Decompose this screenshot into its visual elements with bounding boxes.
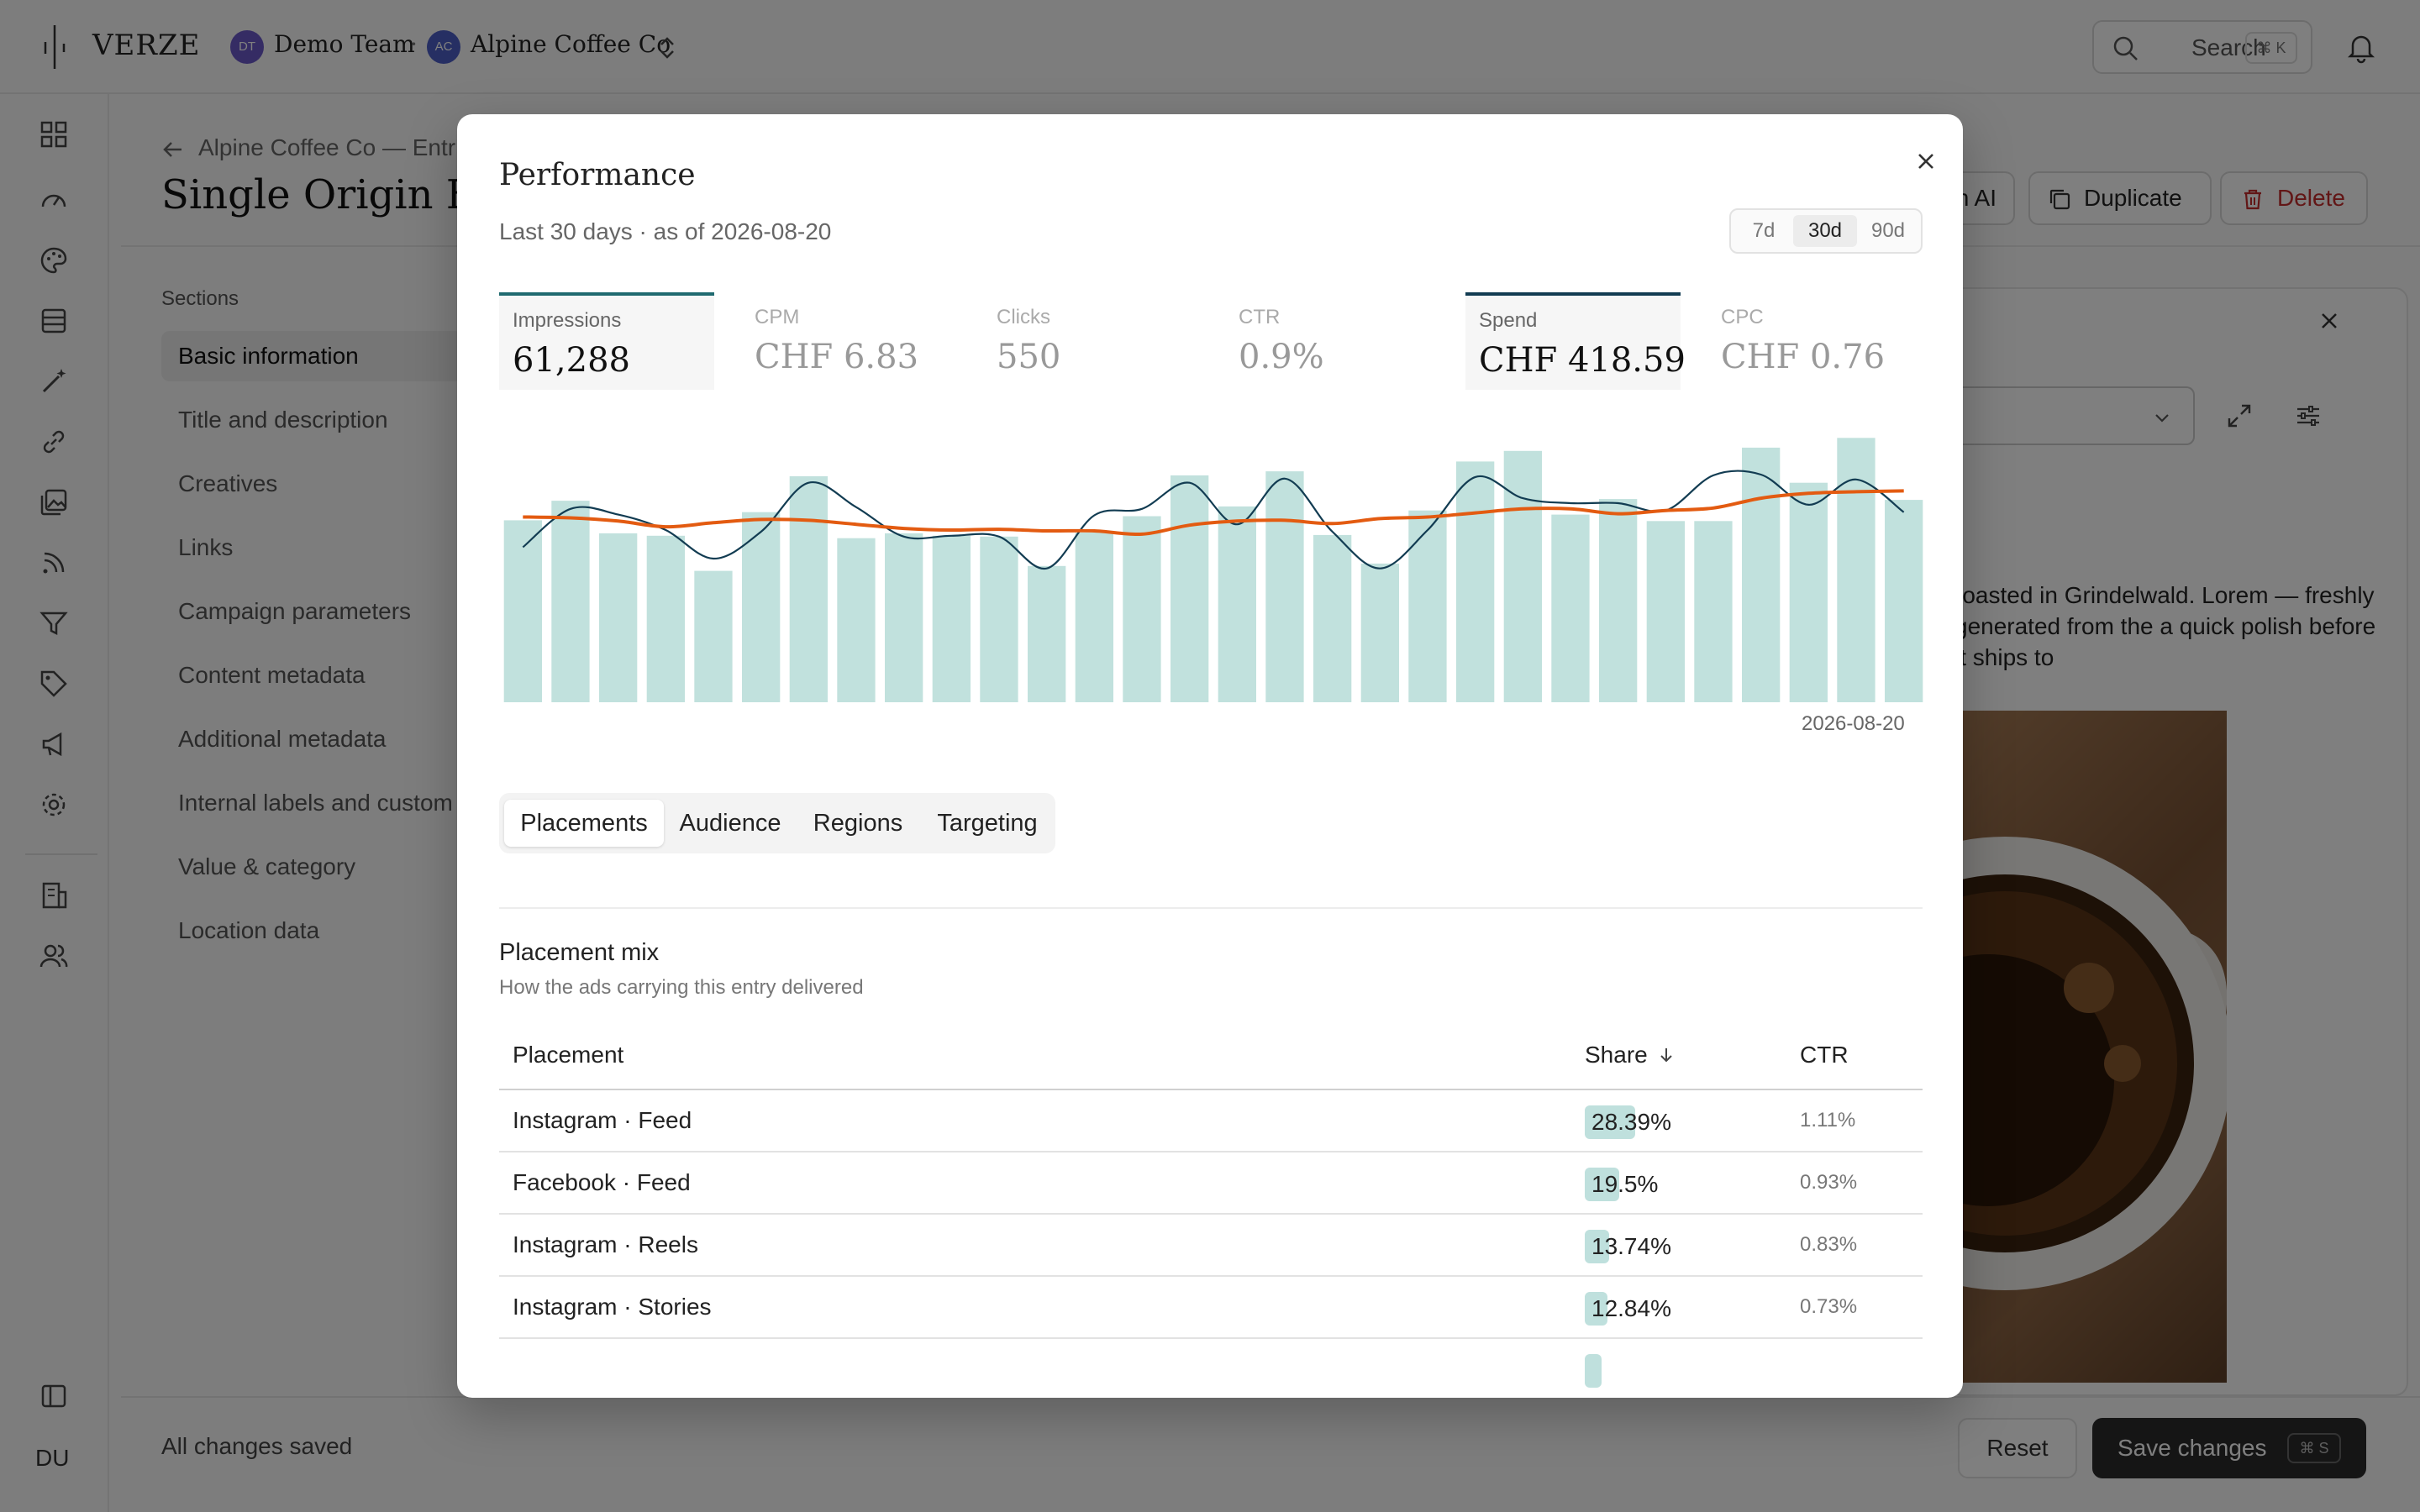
performance-chart: [503, 438, 1923, 702]
chart-bar: [1265, 471, 1304, 702]
chart-bar: [1028, 565, 1066, 702]
kpi-value: CHF 0.76: [1721, 338, 1886, 376]
share-value: 28.39%: [1591, 1109, 1671, 1135]
chart-bar: [1646, 521, 1685, 702]
ctr-value: 0.93%: [1800, 1171, 1858, 1194]
modal-title: Performance: [499, 158, 696, 192]
placement-name: Instagram · Reels: [513, 1231, 698, 1257]
placement-mix-title: Placement mix: [499, 939, 660, 966]
chart-bar: [646, 535, 685, 702]
kpi-ctr[interactable]: CTR 0.9%: [1225, 292, 1440, 390]
chart-bar: [1456, 461, 1495, 702]
table-row[interactable]: Instagram · Stories 12.84% 0.73%: [499, 1275, 1923, 1337]
modal-subtitle: Last 30 days · as of 2026-08-20: [499, 218, 832, 244]
arrow-down-icon: [1660, 1048, 1672, 1063]
share-bar: [1585, 1105, 1635, 1139]
share-cell: 13.74%: [1585, 1230, 1671, 1263]
placement-name: Facebook · Feed: [513, 1169, 691, 1195]
table-row[interactable]: Facebook · Feed 19.5% 0.93%: [499, 1151, 1923, 1213]
share-bar: [1585, 1354, 1602, 1388]
kpi-value: CHF 6.83: [755, 338, 919, 376]
range-selector: 7d 30d 90d: [1729, 208, 1923, 254]
column-header-share[interactable]: Share: [1585, 1042, 1675, 1068]
chart-bar: [742, 512, 781, 702]
kpi-label: Impressions: [513, 309, 622, 332]
tab-audience[interactable]: Audience: [679, 810, 781, 837]
share-cell: 19.5%: [1585, 1168, 1658, 1201]
table-row: [499, 1337, 1923, 1398]
chart-bar: [1837, 438, 1876, 702]
chart-bar: [1789, 482, 1828, 702]
share-cell: 12.84%: [1585, 1292, 1671, 1326]
range-30d[interactable]: 30d: [1793, 215, 1857, 247]
share-value: 13.74%: [1591, 1233, 1671, 1259]
share-bar: [1585, 1230, 1609, 1263]
close-icon[interactable]: [1909, 144, 1943, 178]
share-value: 12.84%: [1591, 1295, 1671, 1321]
kpi-value: 0.9%: [1239, 338, 1324, 376]
share-bar: [1585, 1292, 1607, 1326]
share-bar: [1585, 1168, 1619, 1201]
chart-bar: [503, 520, 542, 702]
range-90d[interactable]: 90d: [1870, 219, 1906, 242]
range-7d[interactable]: 7d: [1752, 219, 1776, 242]
chart-bar: [1551, 514, 1590, 702]
chart-bar: [1742, 447, 1781, 702]
placement-name: Instagram · Stories: [513, 1294, 712, 1320]
ctr-value: 0.83%: [1800, 1233, 1858, 1256]
placement-mix-subtitle: How the ads carrying this entry delivere…: [499, 976, 864, 999]
chart-bar: [837, 538, 876, 702]
chart-bar: [1075, 532, 1113, 702]
breakdown-tabs: Placements Audience Regions Targeting: [499, 793, 1055, 853]
table-row[interactable]: Instagram · Feed 28.39% 1.11%: [499, 1089, 1923, 1151]
chart-bar: [599, 533, 638, 702]
chart-bar: [932, 535, 971, 702]
chart-end-date: 2026-08-20: [1802, 712, 1905, 735]
kpi-value: CHF 418.59: [1479, 341, 1686, 380]
chart-bar: [789, 475, 828, 702]
kpi-cpc[interactable]: CPC CHF 0.76: [1707, 292, 1923, 390]
kpi-clicks[interactable]: Clicks 550: [983, 292, 1198, 390]
tab-placements[interactable]: Placements: [504, 800, 664, 847]
kpi-label: CPC: [1721, 306, 1764, 328]
table-row[interactable]: Instagram · Reels 13.74% 0.83%: [499, 1213, 1923, 1275]
chart-bar: [1599, 499, 1638, 702]
trend-line: [523, 489, 1904, 537]
kpi-label: CTR: [1239, 306, 1281, 328]
chart-bar: [694, 570, 733, 702]
chart-bar: [1171, 475, 1209, 702]
kpi-label: Clicks: [997, 306, 1050, 328]
chart-bar: [1313, 534, 1352, 702]
kpi-spend[interactable]: Spend CHF 418.59: [1465, 292, 1686, 390]
share-cell: 28.39%: [1585, 1105, 1671, 1139]
kpi-value: 61,288: [513, 341, 630, 380]
chart-bar: [1360, 563, 1399, 702]
performance-modal: Performance Last 30 days · as of 2026-08…: [457, 114, 1963, 1398]
tab-regions[interactable]: Regions: [813, 810, 903, 837]
kpi-cpm[interactable]: CPM CHF 6.83: [741, 292, 956, 390]
column-header-ctr[interactable]: CTR: [1800, 1042, 1849, 1068]
column-header-placement[interactable]: Placement: [513, 1042, 624, 1068]
chart-bar: [1408, 510, 1447, 702]
ctr-value: 0.73%: [1800, 1295, 1858, 1318]
ctr-value: 1.11%: [1800, 1109, 1856, 1131]
kpi-label: CPM: [755, 306, 800, 328]
placement-name: Instagram · Feed: [513, 1107, 692, 1133]
kpi-label: Spend: [1479, 309, 1538, 332]
chart-bar: [551, 501, 590, 702]
share-value: 19.5%: [1591, 1171, 1659, 1197]
chart-bar: [1123, 516, 1161, 702]
chart-bar: [1694, 521, 1733, 702]
tab-targeting[interactable]: Targeting: [937, 810, 1038, 837]
modal-divider: [499, 907, 1923, 909]
chart-bar: [885, 533, 923, 702]
chart-bar: [1885, 500, 1923, 702]
share-header-label: Share: [1585, 1042, 1648, 1068]
chart-bar: [1218, 506, 1256, 702]
chart-bar: [980, 536, 1018, 702]
kpi-value: 550: [997, 338, 1061, 376]
chart-bar: [1503, 450, 1542, 702]
kpi-impressions[interactable]: Impressions 61,288: [499, 292, 714, 390]
